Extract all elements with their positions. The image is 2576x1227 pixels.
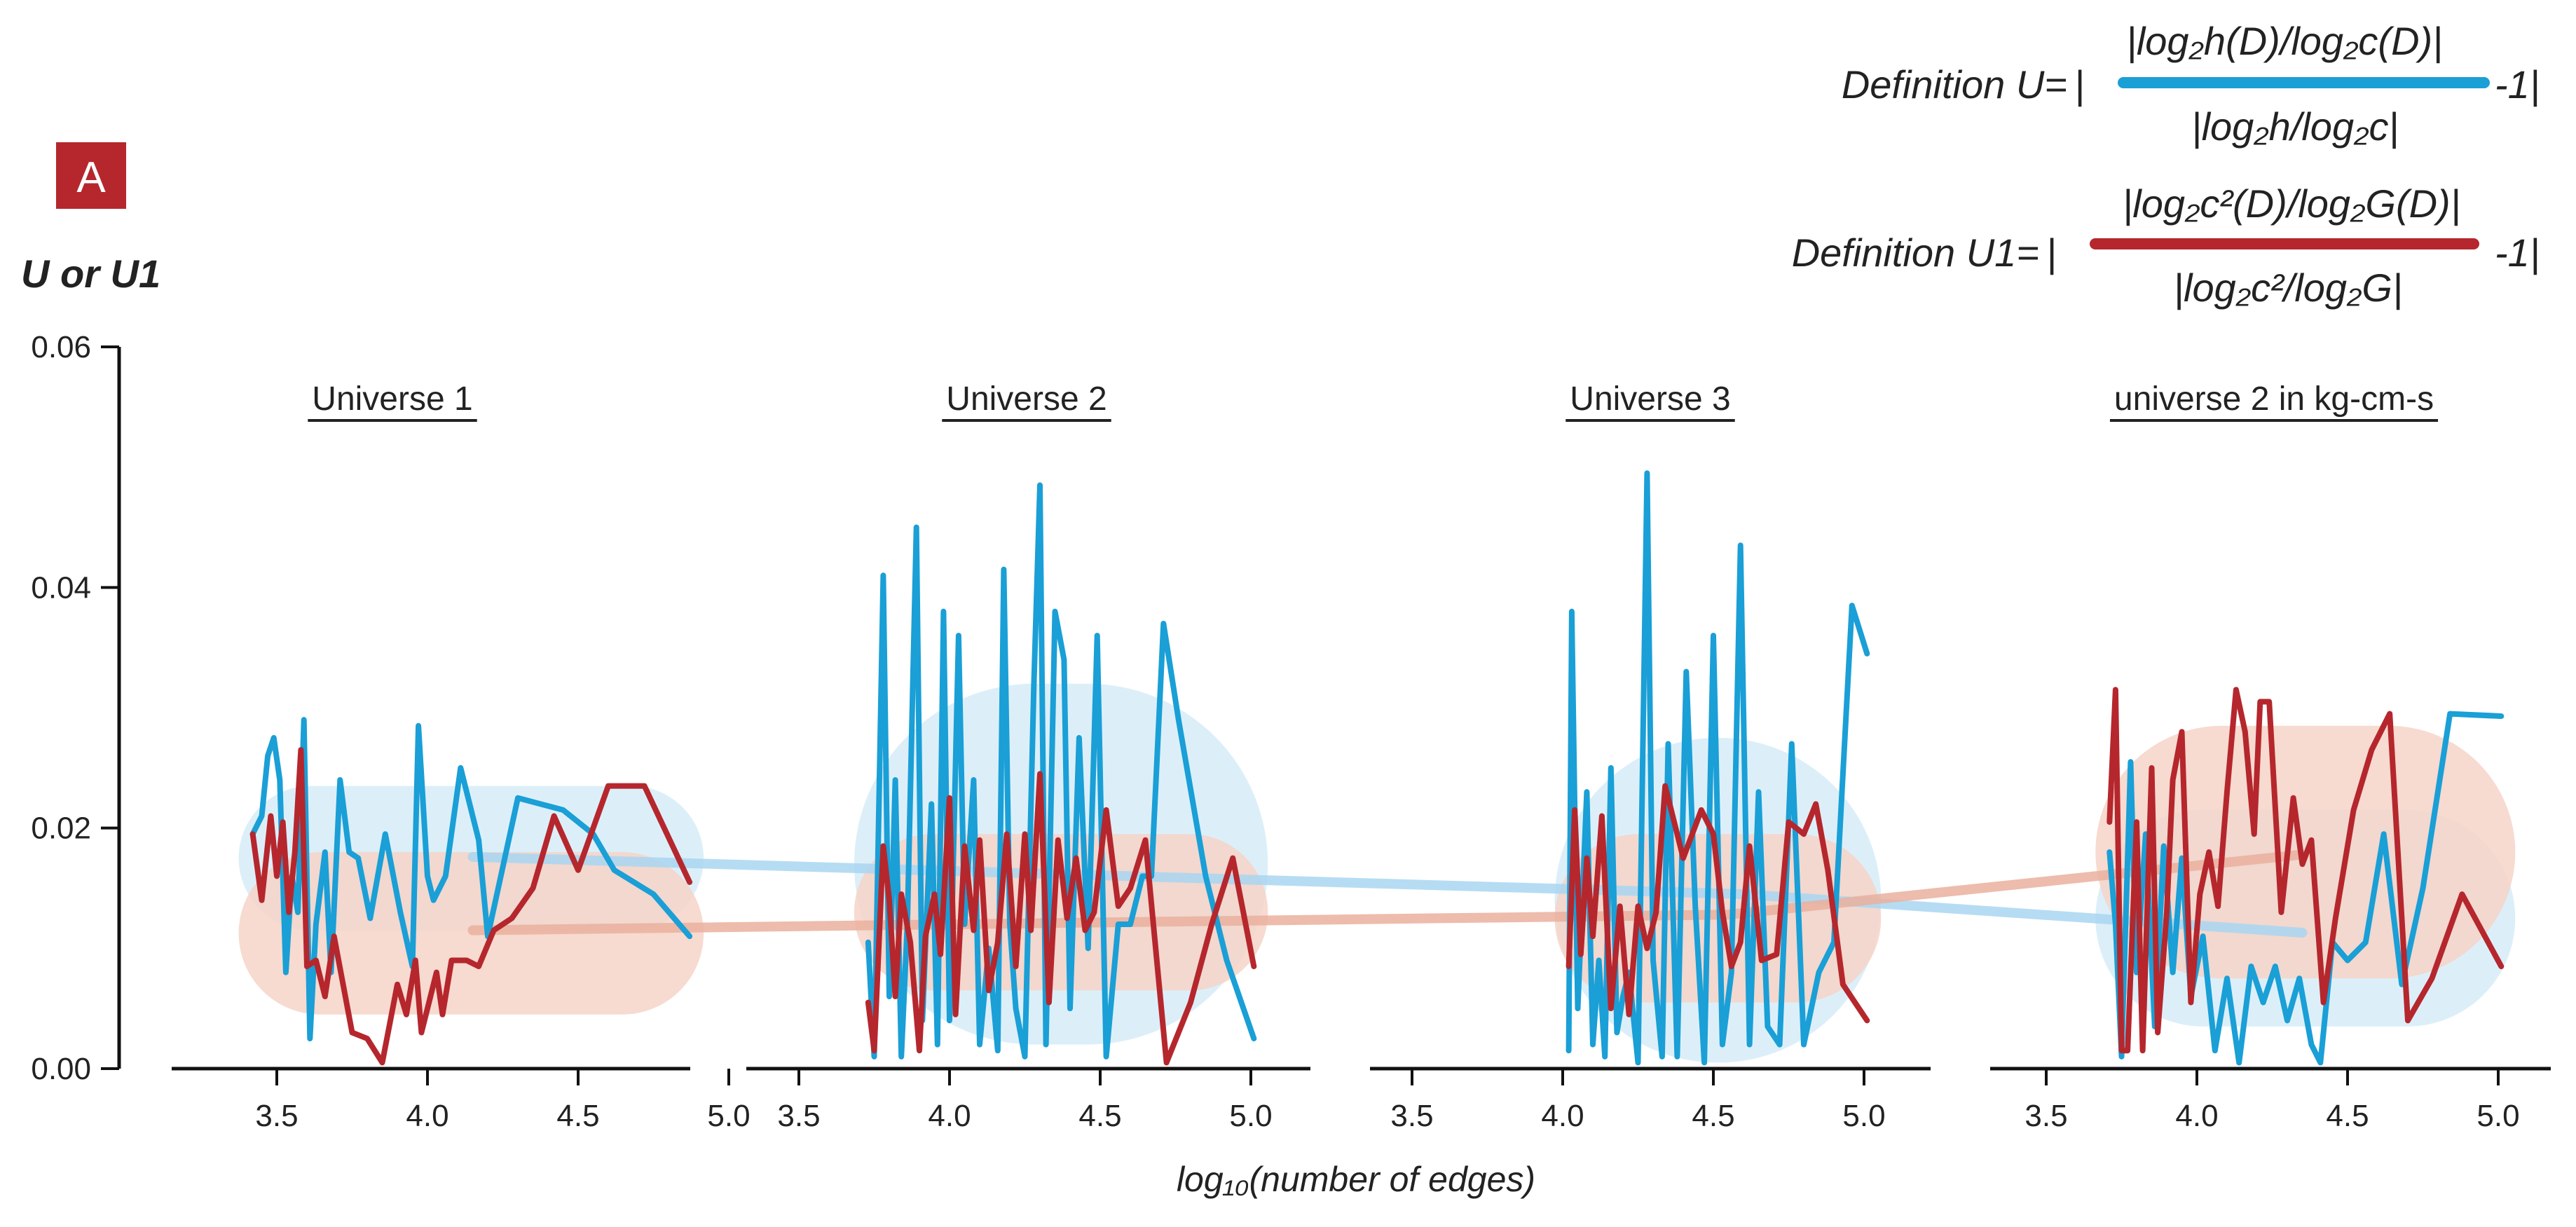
x-tick-label: 3.5 <box>2025 1099 2067 1133</box>
x-tick-label: 5.0 <box>1842 1099 1885 1133</box>
x-tick-label: 4.5 <box>556 1099 599 1133</box>
y-tick-label: 0.00 <box>31 1052 91 1086</box>
x-tick-label: 5.0 <box>1229 1099 1272 1133</box>
series-u1-panel-2 <box>865 771 1257 1066</box>
x-tick-label: 5.0 <box>2476 1099 2519 1133</box>
x-tick-label: 4.5 <box>1692 1099 1734 1133</box>
x-tick-label: 3.5 <box>1390 1099 1433 1133</box>
trend-lines <box>467 849 2308 938</box>
definition-u-label: Definition U= <box>1842 62 2067 107</box>
data-series <box>249 470 2505 1066</box>
panel-badge-label: A <box>76 153 106 202</box>
y-tick-label: 0.02 <box>31 811 91 846</box>
x-tick-label: 4.5 <box>1078 1099 1121 1133</box>
series-u1-panel-3 <box>1566 783 1870 1024</box>
x-tick-label: 4.5 <box>2326 1099 2369 1133</box>
definition-u1-denominator: |log₂c²/log₂G| <box>2173 266 2402 310</box>
panel-title: Universe 1 <box>312 381 472 418</box>
definition-u1: Definition U1= | |log₂c²(D)/log₂G(D)| |l… <box>1792 181 2540 310</box>
confidence-bands <box>238 683 2516 1063</box>
definition-u1-numerator: |log₂c²(D)/log₂G(D)| <box>2123 181 2461 226</box>
y-tick-label: 0.04 <box>31 570 91 605</box>
panel-title: Universe 3 <box>1570 381 1730 418</box>
panel-title: universe 2 in kg-cm-s <box>2114 381 2434 418</box>
series-u-panel-2 <box>865 482 1257 1060</box>
series-u-panel-1 <box>249 717 693 1042</box>
x-tick-label: 5.0 <box>707 1099 750 1133</box>
axes: 0.00 0.02 0.04 0.06 3.5 4.0 4.5 5.0 Universe 1 3.… <box>31 330 2551 1133</box>
series-u-panel-3 <box>1566 470 1870 1066</box>
x-tick-label: 4.0 <box>2175 1099 2218 1133</box>
definition-u1-label: Definition U1= <box>1792 231 2039 275</box>
y-axis-label: U or U1 <box>21 252 160 296</box>
series-u1-panel-4 <box>2106 687 2505 1054</box>
series-u-panel-4 <box>2106 711 2505 1066</box>
panel-title: Universe 2 <box>946 381 1107 418</box>
x-axis-label: log₁₀(number of edges) <box>1177 1160 1535 1199</box>
x-tick-label: 4.0 <box>1541 1099 1584 1133</box>
series-u1-panel-1 <box>249 747 693 1066</box>
definition-u-suffix: -1| <box>2495 62 2540 107</box>
definition-u1-suffix: -1| <box>2495 231 2540 275</box>
x-tick-label: 4.0 <box>406 1099 448 1133</box>
definition-u1-prefix: | <box>2046 231 2057 275</box>
panel-badge-box <box>56 142 126 209</box>
definition-u: Definition U= | |log₂h(D)/log₂c(D)| |log… <box>1842 19 2540 149</box>
definition-u-prefix: | <box>2074 62 2085 107</box>
x-tick-label: 3.5 <box>777 1099 820 1133</box>
definition-u-numerator: |log₂h(D)/log₂c(D)| <box>2126 19 2442 64</box>
x-tick-label: 3.5 <box>255 1099 298 1133</box>
panel-badge: A <box>56 142 126 209</box>
x-tick-label: 4.0 <box>928 1099 971 1133</box>
y-tick-label: 0.06 <box>31 330 91 364</box>
definition-u-denominator: |log₂h/log₂c| <box>2191 104 2399 149</box>
